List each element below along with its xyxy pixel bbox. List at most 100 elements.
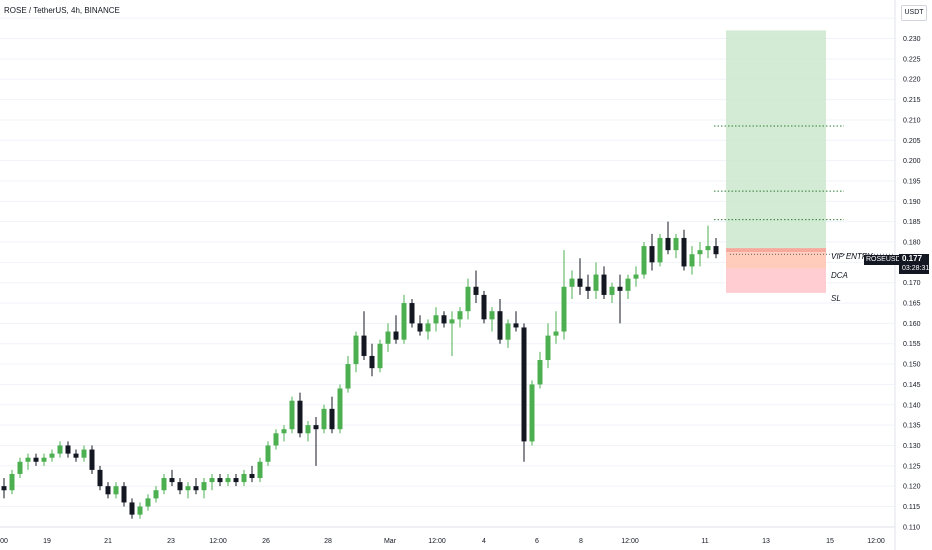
currency-button[interactable]: USDT — [901, 5, 927, 21]
candle-up — [425, 323, 431, 332]
candle-down — [713, 246, 719, 255]
candle-down — [577, 278, 583, 287]
candle-up — [457, 311, 463, 320]
candle-down — [617, 286, 623, 291]
candle-up — [25, 457, 31, 462]
candle-up — [9, 473, 15, 491]
price-tick-label: 0.145 — [903, 382, 921, 389]
candle-up — [81, 449, 87, 458]
time-tick-label: 26 — [262, 538, 270, 545]
candle-down — [649, 246, 655, 263]
candle-down — [409, 303, 415, 324]
candle-up — [41, 457, 47, 462]
candle-down — [585, 286, 591, 291]
candle-down — [393, 331, 399, 340]
candle-down — [89, 449, 95, 470]
time-tick-label: 6 — [535, 538, 539, 545]
sl-label: SL — [831, 294, 841, 303]
candle-up — [241, 473, 247, 483]
time-tick-label: 12:00 — [428, 538, 446, 545]
candle-up — [273, 433, 279, 446]
price-tick-label: 0.180 — [903, 240, 921, 247]
candle-down — [601, 274, 607, 295]
candle-up — [705, 246, 711, 251]
candle-up — [321, 408, 327, 430]
candle-down — [121, 486, 127, 503]
profit-zone — [726, 30, 826, 249]
candle-down — [193, 486, 199, 491]
candle-up — [17, 461, 23, 474]
candle-down — [169, 478, 175, 483]
candle-down — [65, 445, 71, 454]
candle-up — [641, 246, 647, 275]
time-tick-label: 13 — [762, 538, 770, 545]
candles — [1, 221, 719, 519]
candle-up — [657, 237, 663, 263]
candle-down — [497, 311, 503, 340]
price-tick-label: 0.185 — [903, 219, 921, 226]
candle-up — [137, 506, 143, 515]
candle-up — [281, 429, 287, 434]
candle-up — [489, 311, 495, 320]
time-tick-label: 11 — [701, 538, 708, 545]
time-tick-label: 00 — [0, 538, 8, 545]
price-tick-label: 0.125 — [903, 463, 921, 470]
price-tick-label: 0.140 — [903, 402, 921, 409]
candle-down — [105, 486, 111, 495]
last-price-box: 0.177 03:28:31 — [899, 254, 929, 274]
candle-down — [233, 478, 239, 483]
time-tick-label: 12:00 — [621, 538, 639, 545]
candle-down — [249, 473, 255, 479]
candle-up — [113, 486, 119, 495]
time-tick-label: 23 — [167, 538, 175, 545]
time-tick-label: 28 — [324, 538, 332, 545]
candle-up — [625, 278, 631, 291]
candle-down — [361, 335, 367, 356]
candle-up — [697, 250, 703, 255]
candle-up — [569, 278, 575, 287]
candle-up — [209, 478, 215, 483]
candle-up — [225, 478, 231, 483]
price-tick-label: 0.200 — [903, 158, 921, 165]
candle-up — [57, 445, 63, 454]
candle-up — [257, 461, 263, 479]
price-tick-label: 0.135 — [903, 423, 921, 430]
candle-up — [337, 388, 343, 430]
time-tick-label: 19 — [43, 538, 51, 545]
candle-down — [521, 327, 527, 442]
candle-down — [97, 469, 103, 487]
candle-down — [297, 400, 303, 434]
last-price: 0.177 — [902, 254, 923, 263]
price-tick-label: 0.195 — [903, 178, 921, 185]
candle-up — [433, 315, 439, 324]
price-tick-label: 0.165 — [903, 301, 921, 308]
time-tick-label: 4 — [482, 538, 486, 545]
candle-up — [265, 445, 271, 462]
time-tick-label: 12:00 — [209, 538, 227, 545]
candle-up — [689, 254, 695, 267]
candle-up — [401, 303, 407, 340]
price-tick-label: 0.225 — [903, 56, 921, 63]
candle-down — [73, 453, 79, 458]
price-tick-label: 0.150 — [903, 362, 921, 369]
price-tick-label: 0.160 — [903, 321, 921, 328]
time-tick-label: 12:00 — [867, 538, 885, 545]
candle-up — [593, 274, 599, 291]
candle-down — [441, 315, 447, 324]
candle-up — [545, 335, 551, 361]
dca-label: DCA — [831, 271, 848, 280]
time-axis: 00 19 21 23 12:00 26 28 Mar 12:00 4 6 8 12:00 11 13 15 1… — [0, 538, 885, 545]
price-tick-label: 0.215 — [903, 97, 921, 104]
price-tick-label: 0.170 — [903, 280, 921, 287]
candle-up — [449, 319, 455, 324]
price-tick-label: 0.155 — [903, 341, 921, 348]
candle-up — [145, 498, 151, 507]
candle-down — [369, 355, 375, 369]
candle-down — [473, 286, 479, 295]
price-tick-label: 0.120 — [903, 484, 921, 491]
candle-up — [553, 331, 559, 336]
candle-down — [177, 482, 183, 491]
candle-up — [505, 323, 511, 340]
price-tick-label: 0.130 — [903, 443, 921, 450]
